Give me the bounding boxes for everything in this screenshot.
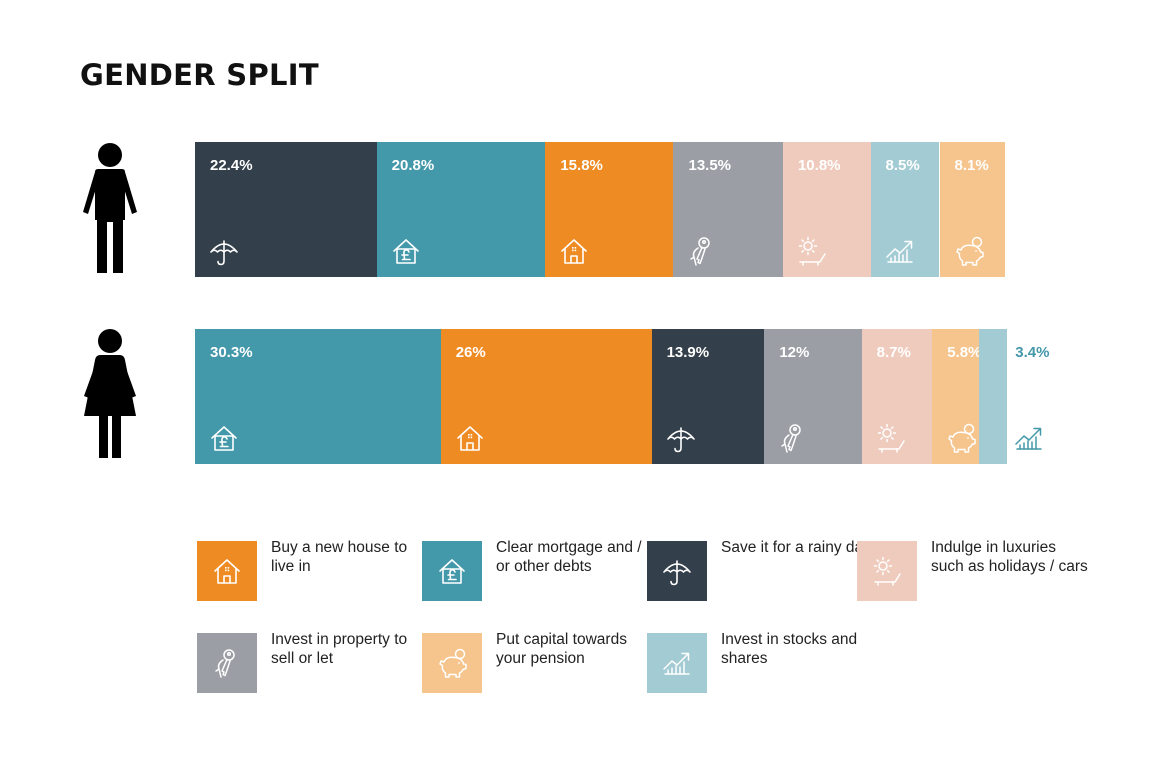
house-pound-icon	[211, 426, 237, 451]
legend-swatch-house	[197, 541, 257, 601]
legend-item-mortgage: Clear mortgage and / or other debts	[422, 539, 652, 603]
house-pound-icon	[439, 559, 465, 584]
legend-label-luxury: Indulge in luxuries such as holidays / c…	[931, 539, 1088, 575]
bar-segment-male-house: 15.8%	[545, 142, 674, 277]
sun-lounger-icon	[798, 236, 826, 266]
umbrella-icon	[666, 427, 695, 453]
data-label: 8.5%	[885, 157, 920, 174]
umbrella-icon	[210, 240, 238, 266]
bar-segment-female-pension: 5.8%	[932, 329, 982, 464]
legend-swatch-pension	[422, 633, 482, 693]
legend-swatch-rainy	[647, 541, 707, 601]
data-label: 12%	[779, 344, 810, 361]
bar-segment-male-pension: 8.1%	[939, 142, 1006, 277]
data-label: 30.3%	[210, 344, 253, 361]
legend-item-pension: Put capital towards your pension	[422, 631, 652, 695]
bar-row-male: 22.4% 20.8% 15.8% 13.5% 10.8% 8.5% 8.1%	[195, 142, 1075, 277]
house-icon	[456, 426, 483, 451]
chart-title: GENDER SPLIT	[80, 58, 319, 92]
keys-icon	[215, 649, 235, 678]
legend-item-property: Invest in property to sell or let	[197, 631, 427, 695]
legend-label-property: Invest in property to sell or let	[271, 631, 408, 667]
male-figure-icon	[83, 143, 137, 273]
bar-segment-female-property: 12%	[764, 329, 862, 464]
bar-segment-male-luxury: 10.8%	[782, 142, 871, 277]
female-figure-icon	[84, 329, 136, 458]
piggy-bank-icon	[948, 423, 976, 453]
bar-segment-male-stocks: 8.5%	[870, 142, 940, 277]
legend-swatch-stocks	[647, 633, 707, 693]
piggy-bank-icon	[955, 236, 984, 266]
bar-segment-male-mortgage: 20.8%	[376, 142, 546, 277]
data-label: 13.9%	[666, 344, 710, 361]
legend-label-house: Buy a new house to live in	[271, 539, 408, 575]
sun-lounger-icon	[873, 556, 901, 586]
bar-segment-female-luxury: 8.7%	[861, 329, 933, 464]
data-label: 10.8%	[797, 157, 841, 174]
bar-segment-female-stocks: 3.4%	[979, 329, 1049, 464]
data-label: 15.8%	[560, 157, 603, 174]
legend-label-rainy: Save it for a rainy day	[721, 539, 871, 556]
data-label: 8.7%	[876, 344, 911, 361]
legend-swatch-mortgage	[422, 541, 482, 601]
data-label: 13.5%	[688, 157, 732, 174]
rising-chart-icon	[885, 240, 913, 263]
bar-segment-female-house: 26%	[440, 329, 652, 464]
bar-segment-female-mortgage: 30.3%	[195, 329, 441, 464]
bar-segment-male-property: 13.5%	[673, 142, 783, 277]
legend-item-rainy: Save it for a rainy day	[647, 539, 877, 603]
rising-chart-icon	[663, 652, 690, 675]
piggy-bank-icon	[439, 648, 467, 678]
data-label: 5.8%	[947, 344, 982, 361]
data-label: 3.4%	[1015, 344, 1050, 361]
bar-segment-female-rainy: 13.9%	[651, 329, 765, 464]
rising-chart-icon	[1015, 427, 1042, 450]
house-icon	[214, 559, 240, 584]
data-label: 20.8%	[391, 157, 435, 174]
legend-swatch-property	[197, 633, 257, 693]
sun-lounger-icon	[877, 423, 905, 453]
data-label: 8.1%	[954, 157, 989, 174]
data-label: 26%	[455, 344, 486, 361]
house-icon	[561, 239, 588, 264]
legend-item-house: Buy a new house to live in	[197, 539, 427, 603]
keys-icon	[690, 237, 711, 266]
data-label: 22.4%	[210, 157, 253, 174]
bar-row-female: 30.3% 26% 13.9% 12% 8.7% 5.8% 3.4%	[195, 329, 1075, 464]
legend-label-mortgage: Clear mortgage and / or other debts	[496, 539, 642, 575]
house-pound-icon	[392, 239, 419, 264]
legend-label-stocks: Invest in stocks and shares	[721, 631, 858, 667]
legend-label-pension: Put capital towards your pension	[496, 631, 627, 667]
legend-item-luxury: Indulge in luxuries such as holidays / c…	[857, 539, 1088, 603]
umbrella-icon	[663, 560, 691, 586]
keys-icon	[781, 424, 802, 453]
legend-swatch-luxury	[857, 541, 917, 601]
legend-item-stocks: Invest in stocks and shares	[647, 631, 877, 695]
bar-segment-male-rainy: 22.4%	[195, 142, 377, 277]
